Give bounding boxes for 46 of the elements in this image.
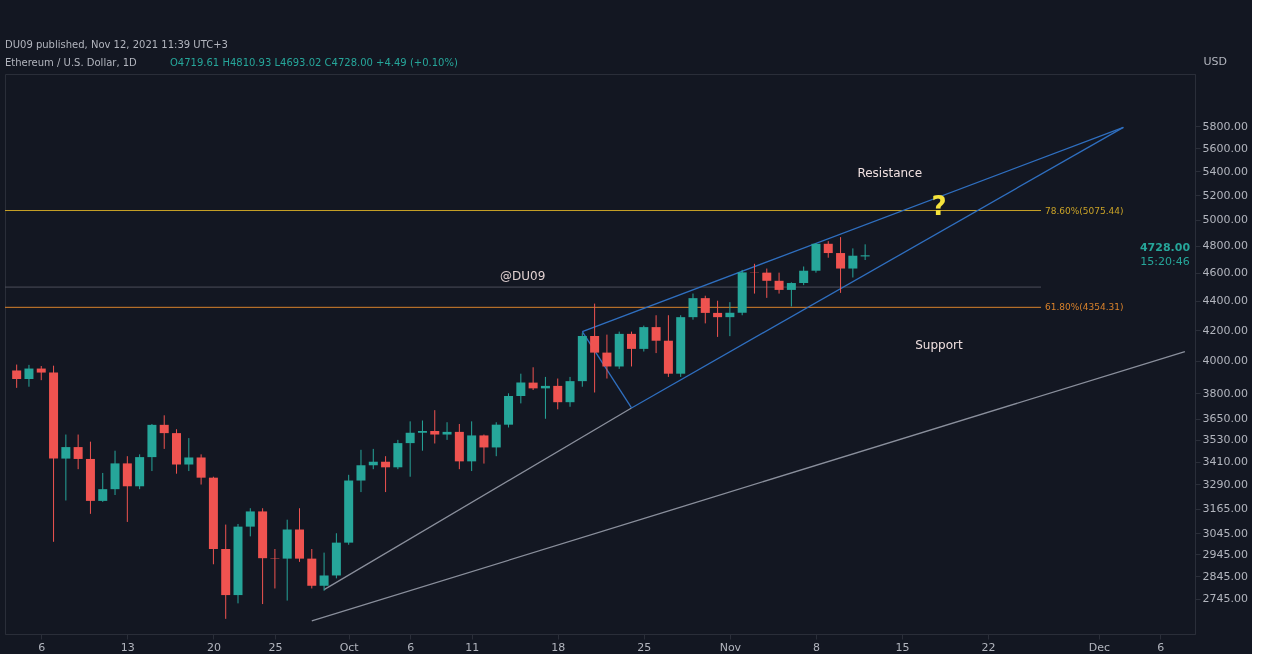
y-tick-label: 4200.00 <box>1202 323 1248 337</box>
x-tick-label: Nov <box>719 640 742 654</box>
x-tick-label: Dec <box>1088 640 1110 654</box>
text: DU09 published, Nov 12, 2021 11:39 UTC+3 <box>5 39 228 50</box>
ref-line-label: 78.60%(5075.44) <box>1045 205 1124 216</box>
y-tick-label: 3290.00 <box>1202 477 1248 491</box>
y-tick-label: 2845.00 <box>1202 569 1248 583</box>
y-tick-label: 3530.00 <box>1202 433 1248 447</box>
x-tick-label: 11 <box>465 640 480 654</box>
annotation: 4728.00 <box>1139 241 1191 255</box>
y-tick-label: 2945.00 <box>1202 547 1248 561</box>
y-tick-label: 3650.00 <box>1202 412 1248 426</box>
y-tick-label: 5400.00 <box>1202 164 1248 178</box>
x-tick-label: 6 <box>1157 640 1165 654</box>
text: O4719.61 H4810.93 L4693.02 C4728.00 +4.49 (+0.10%) <box>170 57 458 68</box>
x-tick-label: 6 <box>38 640 46 654</box>
annotation: Support <box>915 338 963 353</box>
x-tick-label: 22 <box>981 640 996 654</box>
x-tick-label: 13 <box>120 640 135 654</box>
y-tick-label: 5800.00 <box>1202 119 1248 133</box>
x-tick-label: 25 <box>268 640 283 654</box>
y-tick-label: 4400.00 <box>1202 294 1248 308</box>
y-tick-label: 2745.00 <box>1202 592 1248 606</box>
y-tick-label: 4600.00 <box>1202 266 1248 280</box>
x-tick-label: Oct <box>339 640 360 654</box>
y-axis-title: USD <box>1203 54 1228 68</box>
annotation: 15:20:46 <box>1140 255 1190 269</box>
y-tick-label: 5000.00 <box>1202 213 1248 227</box>
chart-title: Ethereum / U.S. Dollar, 1D <box>5 57 138 68</box>
y-tick-label: 4800.00 <box>1202 239 1248 253</box>
x-tick-label: 6 <box>407 640 415 654</box>
y-tick-label: 3045.00 <box>1202 526 1248 540</box>
x-tick-label: 25 <box>637 640 652 654</box>
annotation: @DU09 <box>500 268 546 283</box>
y-tick-label: 3410.00 <box>1202 455 1248 469</box>
y-tick-label: 5200.00 <box>1202 188 1248 202</box>
x-tick-label: 18 <box>551 640 566 654</box>
x-tick-label: 20 <box>206 640 221 654</box>
y-tick-label: 4000.00 <box>1202 354 1248 368</box>
ref-line-label: 61.80%(4354.31) <box>1045 302 1124 313</box>
annotation: Resistance <box>857 165 923 180</box>
x-tick-label: 15 <box>895 640 910 654</box>
y-tick-label: 3800.00 <box>1202 386 1248 400</box>
y-tick-label: 3165.00 <box>1202 502 1248 516</box>
y-tick-label: 5600.00 <box>1202 141 1248 155</box>
x-tick-label: 8 <box>812 640 820 654</box>
